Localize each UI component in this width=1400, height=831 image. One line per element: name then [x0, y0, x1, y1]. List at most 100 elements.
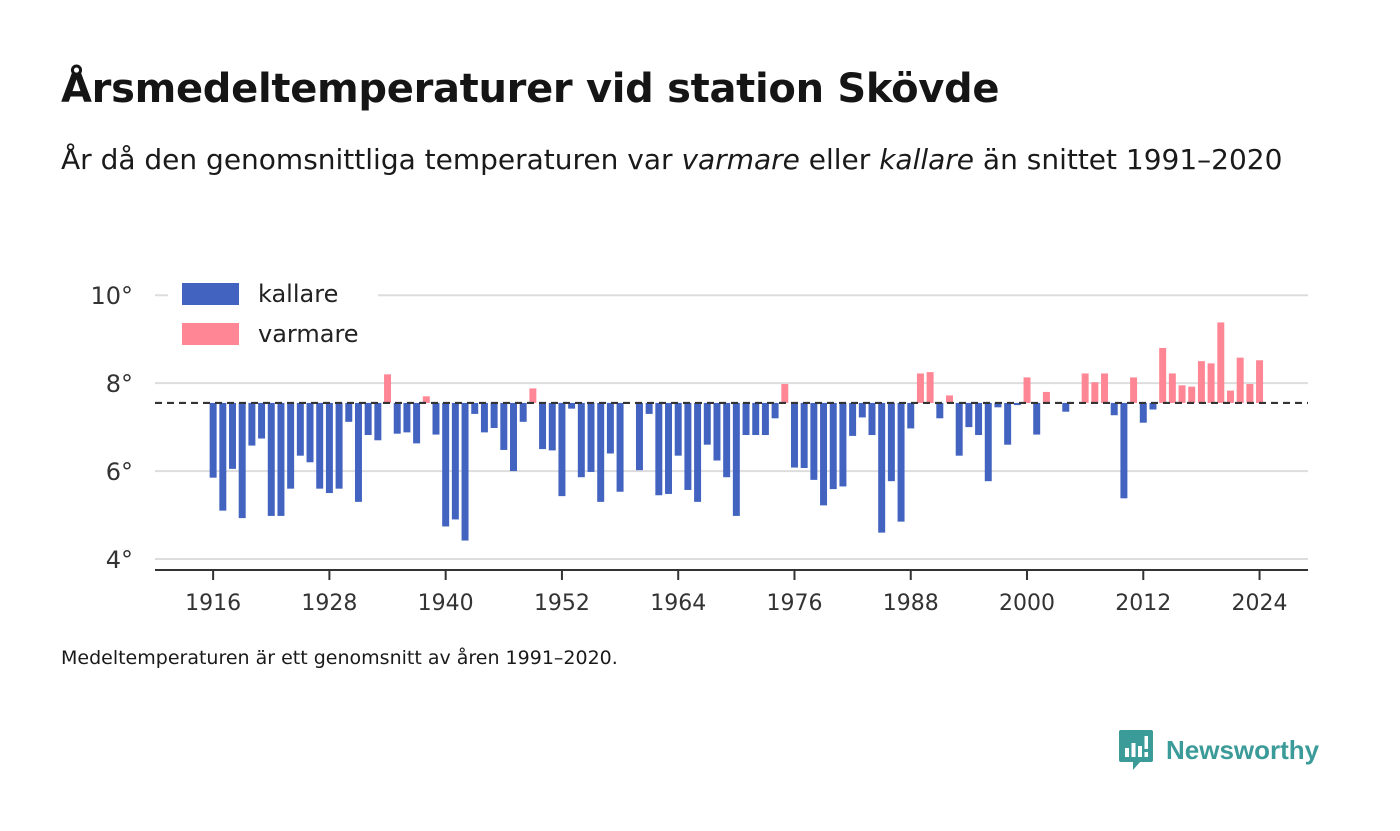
- bar-warm: [529, 388, 537, 403]
- bar-cold: [558, 402, 566, 497]
- brand-logo[interactable]: Newsworthy: [1118, 727, 1319, 773]
- bar-cold: [742, 402, 750, 436]
- bar-warm: [946, 395, 953, 403]
- bar-cold: [994, 402, 1002, 408]
- bar-cold: [810, 402, 818, 480]
- legend-swatch: [182, 323, 239, 345]
- bar-cold: [655, 402, 663, 496]
- bar-warm: [1168, 373, 1176, 403]
- y-tick-label: 4°: [106, 546, 133, 574]
- x-tick-label: 1976: [766, 591, 822, 616]
- bar-cold: [897, 402, 905, 522]
- x-tick-label: 2000: [999, 591, 1055, 616]
- bar-cold: [984, 402, 992, 482]
- bar-cold: [287, 402, 295, 489]
- bar-cold: [471, 402, 479, 414]
- bar-warm: [1207, 363, 1215, 403]
- y-tick-label: 8°: [106, 370, 133, 398]
- bar-cold: [752, 402, 760, 436]
- bar-cold: [829, 402, 837, 490]
- bar-cold: [539, 402, 547, 450]
- bar-cold: [306, 402, 314, 463]
- bar-cold: [451, 402, 459, 520]
- bar-warm: [1091, 382, 1099, 403]
- newsworthy-logo-icon: [1119, 730, 1153, 770]
- bar-cold: [1013, 402, 1021, 406]
- subtitle-suffix: än snittet 1991–2020: [974, 143, 1283, 176]
- bar-cold: [229, 402, 237, 469]
- bar-warm: [1159, 347, 1167, 403]
- footnote: Medeltemperaturen är ett genomsnitt av å…: [61, 647, 618, 669]
- bar-warm: [781, 384, 789, 403]
- bar-cold: [790, 402, 798, 468]
- bar-cold: [703, 402, 711, 445]
- bar-cold: [674, 402, 682, 456]
- bar-warm: [926, 372, 934, 403]
- bar-cold: [248, 402, 256, 446]
- bar-warm: [1101, 373, 1109, 403]
- bar-cold: [694, 402, 702, 502]
- bar-cold: [887, 402, 895, 482]
- bar-warm: [422, 396, 430, 403]
- bar-warm: [916, 373, 924, 403]
- y-tick-label: 6°: [106, 458, 133, 486]
- bar-cold: [606, 402, 614, 454]
- bar-warm: [384, 374, 392, 403]
- subtitle-cold: kallare: [879, 143, 975, 176]
- temperature-bar-chart: 4° 6° 8° 10° 1916 1928 1940 1952 1964 1976 1988 20…: [90, 280, 1308, 616]
- bar-cold: [519, 402, 527, 422]
- subtitle-warm: varmare: [681, 143, 800, 176]
- bar-cold: [364, 402, 372, 436]
- bar-cold: [858, 402, 866, 418]
- bar-cold: [936, 402, 944, 419]
- bar-cold: [403, 402, 411, 433]
- bar-cold: [548, 402, 556, 451]
- legend-swatch: [182, 283, 239, 305]
- subtitle-mid: eller: [799, 143, 880, 176]
- bar-cold: [500, 402, 508, 450]
- x-tick-label: 2012: [1115, 591, 1171, 616]
- bar-warm: [1226, 390, 1234, 403]
- bar-cold: [597, 402, 605, 502]
- bar-cold: [432, 402, 440, 435]
- bar-cold: [587, 402, 595, 472]
- bar-cold: [354, 402, 362, 502]
- bar-cold: [345, 402, 353, 422]
- x-tick-label: 1964: [650, 591, 706, 616]
- bar-cold: [723, 402, 731, 478]
- x-tick-label: 1916: [185, 591, 241, 616]
- bar-cold: [209, 402, 217, 478]
- bar-cold: [713, 402, 721, 461]
- bar-cold: [771, 402, 779, 419]
- bar-cold: [568, 402, 576, 409]
- chart-title: Årsmedeltemperaturer vid station Skövde: [61, 66, 1000, 112]
- bar-cold: [335, 402, 343, 489]
- bar-cold: [732, 402, 740, 516]
- bar-warm: [1130, 377, 1138, 403]
- bar-warm: [1246, 384, 1254, 403]
- bar-cold: [839, 402, 847, 487]
- x-tick-label: 1940: [418, 591, 474, 616]
- bar-cold: [878, 402, 886, 533]
- bar-cold: [1110, 402, 1118, 416]
- bar-cold: [849, 402, 857, 436]
- bar-cold: [635, 402, 643, 471]
- bar-warm: [1197, 361, 1205, 403]
- bar-cold: [258, 402, 266, 439]
- bar-cold: [238, 402, 246, 519]
- bar-warm: [1188, 386, 1196, 403]
- bar-cold: [868, 402, 876, 436]
- legend-label: varmare: [258, 320, 359, 348]
- bar-cold: [413, 402, 421, 444]
- subtitle-prefix: År då den genomsnittliga temperaturen va…: [61, 143, 682, 176]
- bar-cold: [820, 402, 828, 506]
- bar-cold: [1139, 402, 1147, 423]
- legend-label: kallare: [258, 280, 338, 308]
- bar-cold: [665, 402, 673, 494]
- chart-subtitle: År då den genomsnittliga temperaturen va…: [61, 138, 1311, 181]
- bar-cold: [955, 402, 963, 456]
- bar-cold: [1149, 402, 1157, 410]
- bar-cold: [442, 402, 450, 527]
- bar-cold: [1004, 402, 1012, 445]
- bar-cold: [1120, 402, 1128, 499]
